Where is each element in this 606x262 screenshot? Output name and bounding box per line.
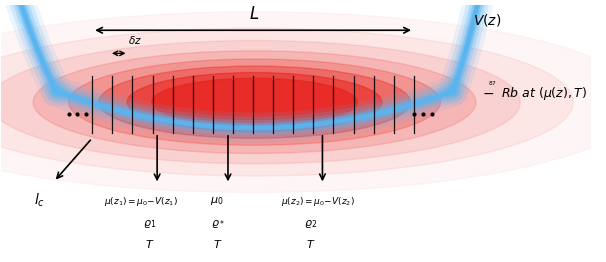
Text: $\varrho_1$: $\varrho_1$	[144, 218, 157, 230]
Text: $^{87}$: $^{87}$	[488, 80, 497, 89]
Text: $\mu_0$: $\mu_0$	[210, 195, 224, 206]
Text: $Rb$ at $(\mu(z),T)$: $Rb$ at $(\mu(z),T)$	[501, 85, 587, 102]
Ellipse shape	[152, 78, 358, 126]
Text: $T$: $T$	[213, 238, 222, 250]
Text: $\delta z$: $\delta z$	[128, 34, 142, 46]
Text: $\mu(z_1){=}\mu_0{-}V(z_1)$: $\mu(z_1){=}\mu_0{-}V(z_1)$	[104, 195, 178, 208]
Ellipse shape	[127, 73, 382, 132]
Ellipse shape	[68, 59, 441, 145]
Ellipse shape	[0, 28, 573, 176]
Text: $T$: $T$	[145, 238, 155, 250]
Text: $\mu(z_2){=}\mu_0{-}V(z_2)$: $\mu(z_2){=}\mu_0{-}V(z_2)$	[281, 195, 355, 208]
Text: $T$: $T$	[306, 238, 315, 250]
Ellipse shape	[0, 41, 520, 164]
Text: $l_c$: $l_c$	[33, 192, 45, 209]
Text: $L$: $L$	[250, 4, 260, 23]
Ellipse shape	[99, 66, 410, 138]
Text: $\varrho_2$: $\varrho_2$	[304, 218, 317, 230]
Text: $\varrho_*$: $\varrho_*$	[211, 218, 225, 230]
Ellipse shape	[33, 51, 476, 154]
Text: $-$: $-$	[482, 86, 494, 100]
Text: $V(z)$: $V(z)$	[473, 12, 501, 28]
